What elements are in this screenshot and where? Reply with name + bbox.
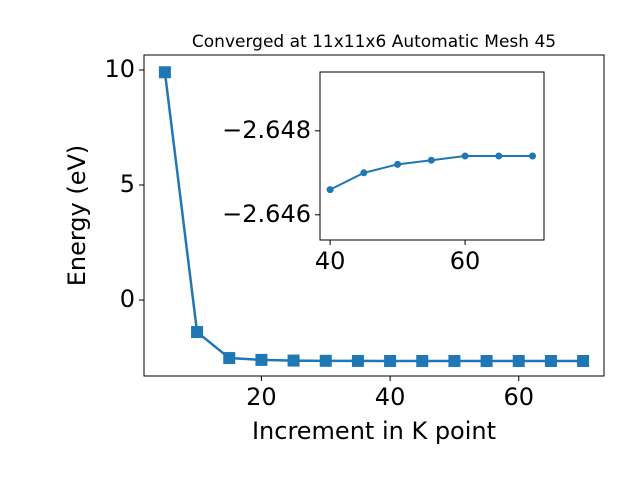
- data-point: [544, 354, 557, 367]
- x-tick-label: 40: [375, 383, 406, 411]
- y-axis-label: Energy (eV): [63, 145, 91, 287]
- x-axis-label: Increment in K point: [252, 417, 496, 445]
- data-point: [326, 186, 334, 194]
- x-tick-label: 40: [315, 247, 346, 275]
- y-tick-label: 10: [104, 55, 135, 83]
- data-point: [427, 156, 435, 164]
- data-point: [495, 152, 503, 160]
- data-point: [394, 160, 402, 168]
- x-tick-label: 20: [246, 383, 277, 411]
- data-point: [512, 354, 525, 367]
- x-tick-label: 60: [503, 383, 534, 411]
- chart-title: Converged at 11x11x6 Automatic Mesh 45: [192, 32, 556, 52]
- data-point: [461, 152, 469, 160]
- data-point: [480, 354, 493, 367]
- data-point: [287, 354, 300, 367]
- data-point: [360, 169, 368, 177]
- data-point: [191, 326, 204, 339]
- data-point: [529, 152, 537, 160]
- data-point: [255, 353, 268, 366]
- data-point: [384, 354, 397, 367]
- data-point: [448, 354, 461, 367]
- data-point: [158, 66, 171, 79]
- data-point: [416, 354, 429, 367]
- x-tick-label: 60: [450, 247, 481, 275]
- y-tick-label: −2.646: [222, 200, 311, 228]
- y-tick-label: 0: [120, 285, 135, 313]
- y-tick-label: 5: [120, 170, 135, 198]
- data-point: [351, 354, 364, 367]
- data-point: [319, 354, 332, 367]
- data-point: [577, 354, 590, 367]
- y-tick-label: −2.648: [222, 116, 311, 144]
- data-point: [223, 352, 236, 365]
